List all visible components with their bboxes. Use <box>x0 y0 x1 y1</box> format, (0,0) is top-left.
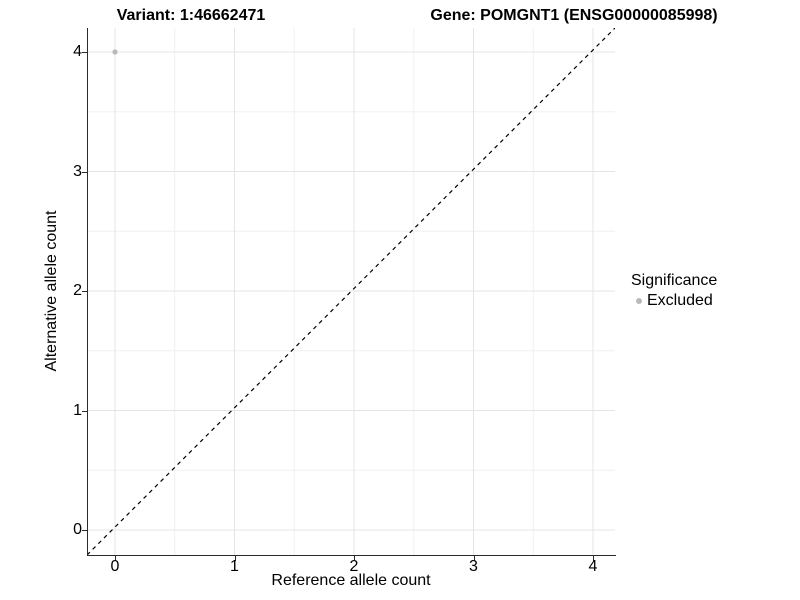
y-tick-mark <box>82 171 87 173</box>
x-tick-label: 3 <box>469 558 478 575</box>
y-tick-mark <box>82 530 87 531</box>
x-axis-title: Reference allele count <box>271 572 431 589</box>
x-tick-mark <box>234 556 236 561</box>
legend: Significance Excluded <box>629 272 717 310</box>
y-tick-mark <box>82 291 87 292</box>
legend-title: Significance <box>631 272 718 289</box>
data-point-excluded <box>112 49 118 55</box>
y-tick-mark <box>82 410 87 412</box>
x-tick-label: 0 <box>110 558 120 575</box>
y-tick-label: 2 <box>73 282 82 299</box>
x-axis-line <box>87 555 616 556</box>
x-tick-mark <box>354 556 355 561</box>
y-tick-mark <box>82 52 87 53</box>
legend-item-excluded: Excluded <box>629 292 717 310</box>
y-tick-label: 3 <box>73 162 82 180</box>
x-tick-label: 4 <box>588 558 598 575</box>
y-axis-line <box>87 28 88 556</box>
plot-canvas <box>87 28 615 555</box>
y-tick-label: 4 <box>73 43 82 60</box>
x-tick-mark <box>593 556 594 561</box>
x-tick-label: 2 <box>349 558 359 575</box>
x-tick-label: 1 <box>230 558 239 575</box>
y-tick-label: 0 <box>73 521 82 538</box>
legend-item-label: Excluded <box>647 292 713 309</box>
plot-title-gene: Gene: POMGNT1 (ENSG00000085998) <box>430 7 718 24</box>
x-tick-mark <box>473 556 475 561</box>
plot-panel <box>87 28 615 555</box>
y-tick-label: 1 <box>73 401 82 419</box>
plot-title-variant: Variant: 1:46662471 <box>116 7 266 24</box>
x-tick-mark <box>115 556 116 561</box>
excluded-point-icon <box>636 298 642 304</box>
y-axis-title: Alternative allele count <box>43 210 60 372</box>
